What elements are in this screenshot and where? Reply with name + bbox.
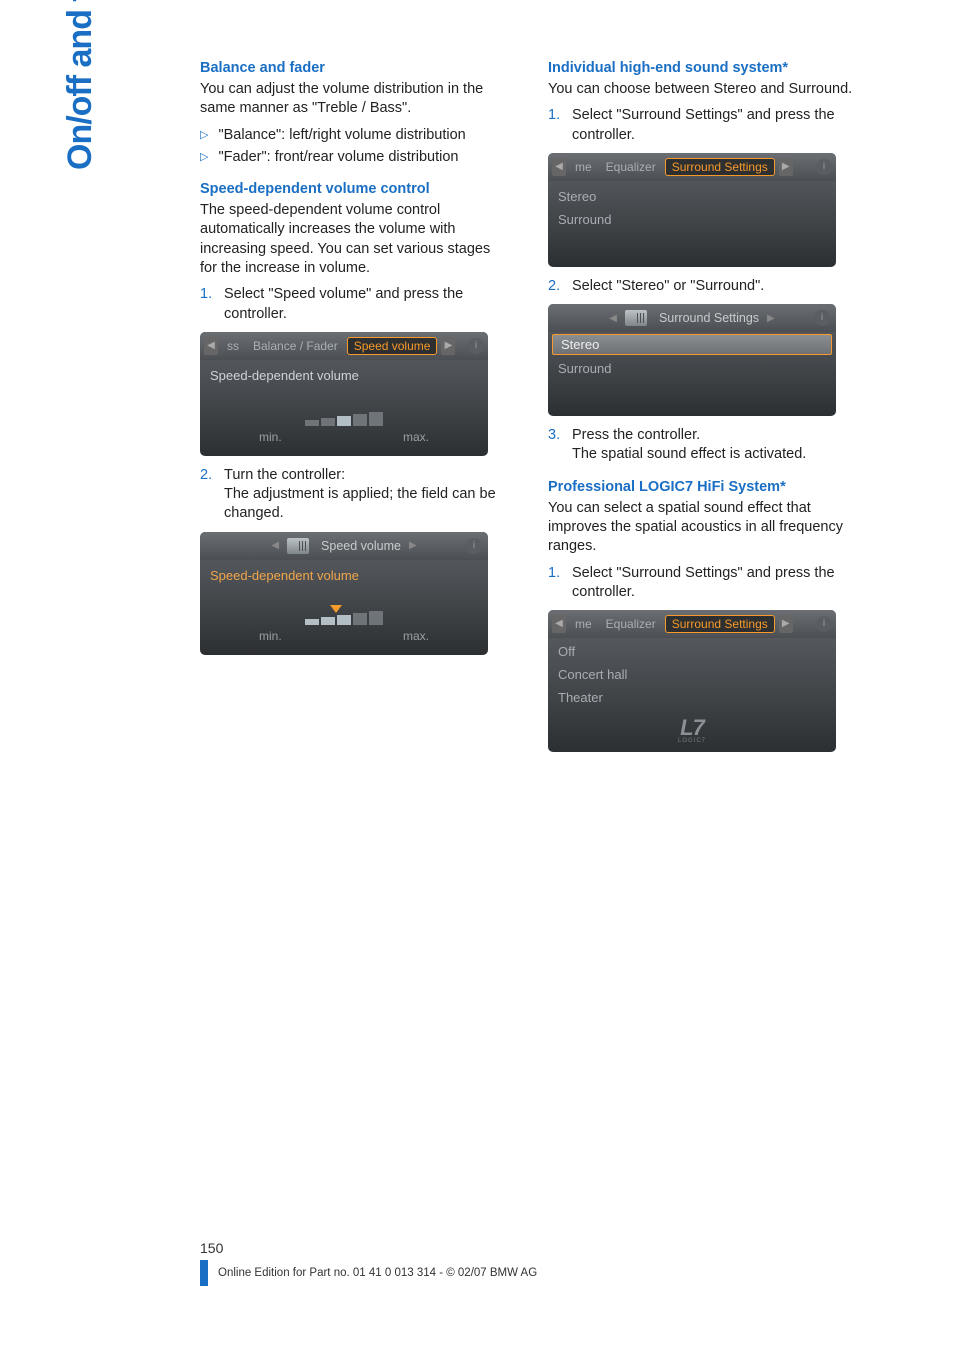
logic7-sublabel: LOGIC7 (548, 738, 836, 744)
list-item: Theater (548, 686, 836, 709)
list-item-selected: Stereo (552, 334, 832, 355)
step-text: The spatial sound effect is activated. (572, 445, 806, 464)
step-text: Select "Speed volume" and press the cont… (224, 285, 510, 324)
tab-selected: Surround Settings (665, 615, 775, 633)
tab: Equalizer (601, 158, 661, 176)
nav-right-icon: ▶ (441, 337, 455, 355)
heading-highend-sound: Individual high-end sound system* (548, 60, 858, 76)
info-icon: i (466, 538, 482, 554)
tab: me (570, 615, 597, 633)
list-item: Stereo (548, 181, 836, 208)
bullet-icon: ▷ (200, 126, 208, 145)
left-column: Balance and fader You can adjust the vol… (200, 60, 510, 762)
idrive-screenshot-speed-volume-adjust: ◀ Speed volume ▶ i Speed-dependent volum… (200, 532, 488, 655)
tab-selected: Surround Settings (665, 158, 775, 176)
slider-max-label: max. (403, 629, 429, 643)
nav-right-icon: ▶ (779, 158, 793, 176)
nav-left-icon: ◀ (271, 540, 279, 551)
nav-right-icon: ▶ (779, 615, 793, 633)
page-number: 150 (200, 1240, 840, 1256)
step-text: Turn the controller: (224, 466, 510, 485)
step-text: Press the controller. (572, 426, 806, 445)
bullet-text: "Balance": left/right volume distributio… (218, 126, 465, 145)
step-text: Select "Surround Settings" and press the… (572, 564, 858, 603)
step-number: 2. (548, 277, 562, 296)
footer-accent (200, 1260, 208, 1286)
heading-balance-fader: Balance and fader (200, 60, 510, 76)
info-icon: i (816, 616, 832, 632)
idrive-screenshot-logic7: ◀ me Equalizer Surround Settings ▶ i Off… (548, 610, 836, 752)
info-icon: i (816, 159, 832, 175)
screen-title: Surround Settings (659, 311, 759, 325)
tab: Balance / Fader (248, 337, 343, 355)
tab-selected: Speed volume (347, 337, 438, 355)
list-item: Concert hall (548, 663, 836, 686)
volume-slider (210, 412, 478, 426)
step-text: Select "Stereo" or "Surround". (572, 277, 764, 296)
step-text: The adjustment is applied; the field can… (224, 485, 510, 524)
text: You can select a spatial sound effect th… (548, 499, 858, 557)
text: The speed-dependent volume control autom… (200, 201, 510, 278)
tab: Equalizer (601, 615, 661, 633)
info-icon: i (814, 310, 830, 326)
list-item-active: Speed-dependent volume (200, 560, 488, 587)
nav-right-icon: ▶ (409, 540, 417, 551)
sidebar-chapter-title: On/off and tone (61, 0, 100, 170)
heading-speed-volume: Speed-dependent volume control (200, 181, 510, 197)
tab: me (570, 158, 597, 176)
bullet-icon: ▷ (200, 148, 208, 167)
heading-logic7: Professional LOGIC7 HiFi System* (548, 479, 858, 495)
step-number: 1. (548, 564, 562, 603)
nav-left-icon: ◀ (204, 337, 218, 355)
slider-marker-icon (330, 605, 342, 613)
list-item: Surround (548, 208, 836, 231)
step-number: 3. (548, 426, 562, 465)
right-column: Individual high-end sound system* You ca… (548, 60, 858, 762)
tab: ss (222, 337, 244, 355)
slider-min-label: min. (259, 629, 282, 643)
nav-left-icon: ◀ (552, 158, 566, 176)
step-number: 2. (200, 466, 214, 524)
step-text: Select "Surround Settings" and press the… (572, 106, 858, 145)
text: You can choose between Stereo and Surrou… (548, 80, 858, 99)
screen-title: Speed volume (321, 539, 401, 553)
step-number: 1. (548, 106, 562, 145)
nav-right-icon: ▶ (767, 313, 775, 324)
nav-left-icon: ◀ (609, 313, 617, 324)
volume-slider (210, 611, 478, 625)
info-icon: i (468, 338, 484, 354)
footer-text: Online Edition for Part no. 01 41 0 013 … (218, 1267, 537, 1279)
page-footer: 150 Online Edition for Part no. 01 41 0 … (200, 1240, 840, 1286)
sound-icon (287, 538, 309, 554)
list-item: Speed-dependent volume (200, 360, 488, 387)
sound-icon (625, 310, 647, 326)
idrive-screenshot-surround-tab: ◀ me Equalizer Surround Settings ▶ i Ste… (548, 153, 836, 267)
idrive-screenshot-speed-volume-tab: ◀ ss Balance / Fader Speed volume ▶ i Sp… (200, 332, 488, 456)
slider-min-label: min. (259, 430, 282, 444)
list-item: Surround (548, 357, 836, 380)
nav-left-icon: ◀ (552, 615, 566, 633)
step-number: 1. (200, 285, 214, 324)
idrive-screenshot-surround-select: ◀ Surround Settings ▶ i Stereo Surround (548, 304, 836, 416)
list-item: Off (548, 638, 836, 663)
bullet-text: "Fader": front/rear volume distribution (218, 148, 458, 167)
slider-max-label: max. (403, 430, 429, 444)
text: You can adjust the volume distribution i… (200, 80, 510, 119)
